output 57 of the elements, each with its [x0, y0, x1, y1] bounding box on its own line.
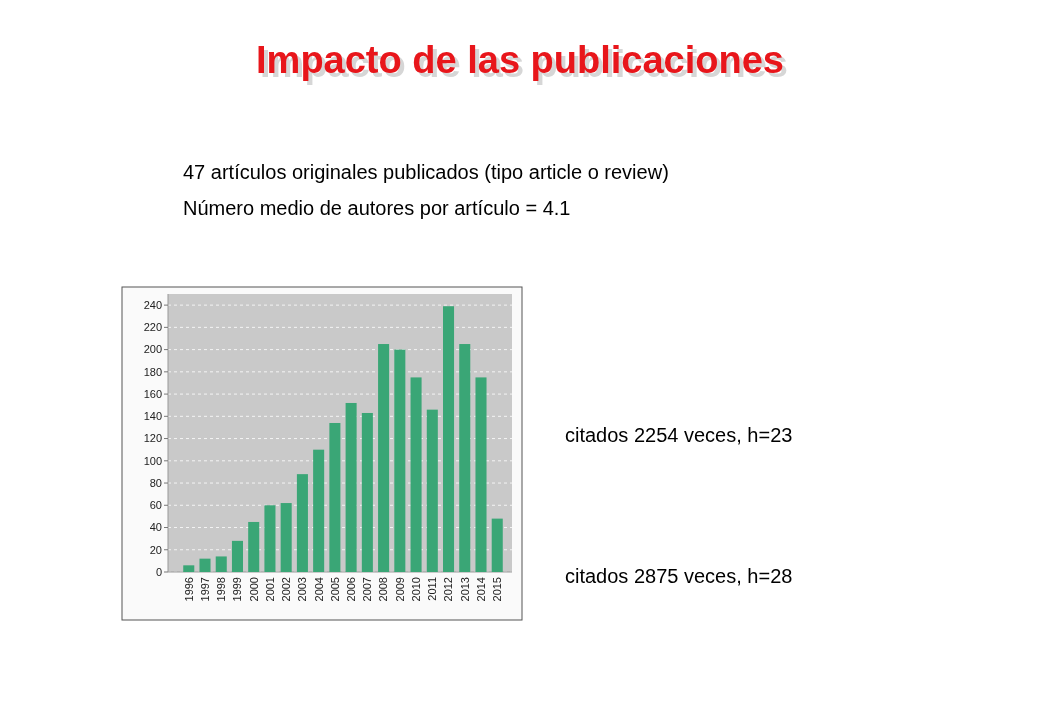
bar	[199, 558, 211, 572]
x-tick-label: 2011	[426, 577, 439, 601]
y-tick-label: 240	[143, 298, 162, 311]
y-tick-label: 140	[143, 410, 162, 423]
bar	[345, 402, 357, 572]
bar	[378, 344, 390, 572]
y-tick-label: 180	[143, 365, 162, 378]
text: citados 2875 veces, h=28	[565, 565, 793, 587]
bar	[280, 503, 292, 572]
chart-subtitle: 47 artículos originales publicados (tipo article o review)	[183, 161, 669, 183]
x-tick-label: 2007	[361, 577, 374, 602]
x-tick-label: 2002	[280, 577, 293, 602]
bar	[475, 377, 487, 572]
text: Número medio de autores por artículo = 4.1	[183, 197, 571, 219]
x-tick-label: 2012	[442, 577, 455, 602]
x-tick-label: 2004	[312, 577, 325, 602]
y-tick-label: 80	[149, 476, 162, 489]
x-tick-label: 2000	[247, 577, 260, 602]
bar	[410, 377, 422, 572]
x-tick-label: 2008	[377, 577, 390, 602]
bar	[443, 306, 455, 572]
bar	[313, 449, 325, 572]
x-tick-label: 1996	[182, 577, 195, 602]
y-tick-label: 40	[149, 521, 162, 534]
bar	[426, 409, 438, 572]
x-tick-label: 2015	[491, 577, 504, 602]
x-tick-label: 2001	[263, 577, 276, 602]
x-tick-label: 2009	[393, 577, 406, 602]
bar	[296, 474, 308, 572]
x-tick-label: 2003	[296, 577, 309, 602]
x-tick-label: 2005	[328, 577, 341, 602]
x-tick-label: 1999	[231, 577, 244, 602]
x-tick-label: 2014	[474, 577, 487, 602]
x-tick-label: 2013	[458, 577, 471, 602]
y-tick-label: 160	[143, 387, 162, 400]
y-tick-label: 200	[143, 343, 162, 356]
y-tick-label: 100	[143, 454, 162, 467]
x-tick-label: 1998	[215, 577, 228, 602]
bar	[231, 540, 243, 572]
x-tick-label: 1997	[198, 577, 211, 602]
x-tick-label: 2010	[409, 577, 422, 602]
bar	[394, 349, 406, 572]
bar	[361, 412, 373, 572]
bar	[264, 505, 276, 572]
bar	[183, 565, 195, 572]
bar	[329, 422, 341, 572]
bar	[248, 521, 260, 572]
y-tick-label: 0	[155, 565, 162, 578]
bar	[491, 518, 503, 572]
bar	[459, 344, 471, 572]
y-tick-label: 220	[143, 321, 162, 334]
text: citados 2254 veces, h=23	[565, 424, 793, 446]
y-tick-label: 60	[149, 499, 162, 512]
y-tick-label: 120	[143, 432, 162, 445]
bar	[215, 556, 227, 572]
x-tick-label: 2006	[344, 577, 357, 602]
y-tick-label: 20	[149, 543, 162, 556]
